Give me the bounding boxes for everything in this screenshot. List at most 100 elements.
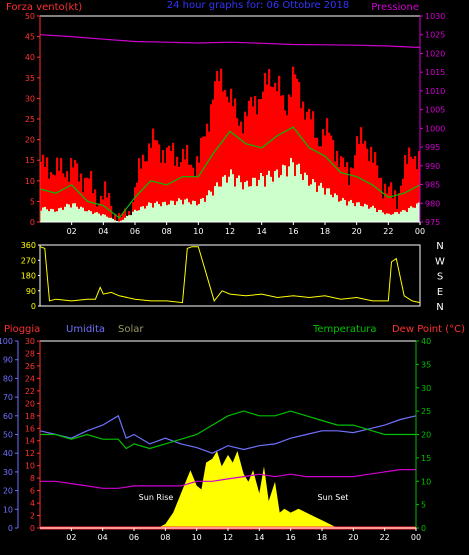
wind-speed-tick-label: 50 [25,12,35,21]
rain-tick-label: 22 [25,387,35,396]
wind-gust-bar [408,147,411,222]
temperature-tick-label: 40 [421,337,431,346]
wind-now-bar [252,177,255,222]
wind-now-bar [234,186,237,222]
wind-gust-bar [342,157,345,222]
wind-gust-bar [88,178,91,222]
rain-tick-label: 16 [25,424,35,433]
rain-axis-title: Pioggia [4,324,40,335]
wind-gust-bar [330,135,333,222]
wind-now-bar [336,195,339,222]
wind-now-bar [154,202,157,222]
wind-now-bar [112,218,115,222]
wind-now-bar [230,169,233,222]
wind-now-bar [324,194,327,222]
wind-gust-bar [188,164,191,222]
wind-now-bar [384,214,387,222]
wind-now-bar [192,200,195,222]
wind-now-bar [74,203,77,222]
wind-now-bar [148,202,151,222]
wind-now-bar [370,207,373,222]
wind-gust-bar [360,127,363,222]
compass-label: N [436,302,443,313]
wind-gust-bar [272,87,275,222]
wind-gust-bar [300,108,303,222]
solar-area [40,451,416,528]
wind-gust-bar [372,162,375,222]
wind-now-bar [298,163,301,222]
wind-now-bar [218,186,221,222]
wind-now-bar [306,175,309,222]
wind-now-bar [402,209,405,222]
wind-now-bar [62,209,65,222]
wind-gust-bar [304,119,307,222]
wind-gust-bar [384,183,387,222]
rain-tick-label: 0 [30,524,35,533]
wind-now-bar [152,207,155,222]
wind-now-bar [412,207,415,222]
wind-gust-bar [256,114,259,222]
humidity-tick-label: 100 [0,337,13,346]
wind-now-bar [282,164,285,222]
wind-now-bar [328,188,331,222]
direction-tick-label: 360 [21,241,36,250]
wind-gust-bar [172,142,175,222]
wind-gust-bar [180,162,183,222]
wind-gust-bar [190,164,193,222]
wind-now-bar [250,186,253,222]
wind-gust-bar [106,197,109,222]
wind-now-bar [326,188,329,222]
wind-gust-bar [244,111,247,222]
wind-speed-tick-label: 30 [25,94,35,103]
wind-gust-bar [226,96,229,222]
wind-speed-tick-label: 25 [25,115,35,124]
wind-time-label: 12 [225,227,235,236]
wind-now-bar [278,177,281,222]
wind-now-bar [322,187,325,222]
weather-time-label: 12 [223,533,233,542]
weather-time-label: 00 [411,533,421,542]
wind-now-bar [410,206,413,222]
wind-gust-bar [72,167,75,222]
weather-time-label: 10 [192,533,202,542]
wind-gust-bar [198,162,201,222]
wind-gust-bar [352,168,355,222]
wind-now-bar [172,200,175,222]
wind-gust-bar [98,203,101,222]
wind-gust-bar [402,178,405,222]
wind-now-bar [156,201,159,222]
wind-now-bar [286,176,289,222]
wind-now-bar [276,169,279,222]
wind-now-bar [390,214,393,222]
weather-time-label: 04 [98,533,108,542]
wind-now-bar [46,209,49,222]
wind-now-bar [92,213,95,222]
wind-gust-bar [294,74,297,222]
rain-tick-label: 26 [25,362,35,371]
wind-gust-bar [52,174,55,222]
wind-now-bar [380,209,383,222]
humidity-tick-label: 0 [8,524,13,533]
wind-gust-bar [238,125,241,222]
wind-now-bar [174,204,177,222]
wind-now-bar [216,182,219,222]
wind-now-bar [196,205,199,222]
wind-gust-bar [306,111,309,222]
compass-label: W [435,256,445,267]
wind-now-bar [296,164,299,222]
wind-time-label: 14 [257,227,267,236]
wind-gust-bar [316,137,319,222]
temperature-axis-title: Temperatura [312,324,377,335]
pressure-tick-label: 985 [425,181,440,190]
wind-now-bar [86,211,89,222]
wind-gust-bar [362,143,365,222]
wind-gust-bar [298,82,301,222]
wind-gust-bar [228,102,231,222]
wind-gust-bar [332,140,335,222]
wind-now-bar [88,210,91,222]
wind-now-bar [398,213,401,222]
humidity-tick-label: 30 [3,468,13,477]
wind-now-bar [110,217,113,222]
wind-gust-bar [366,148,369,222]
wind-now-bar [388,213,391,222]
